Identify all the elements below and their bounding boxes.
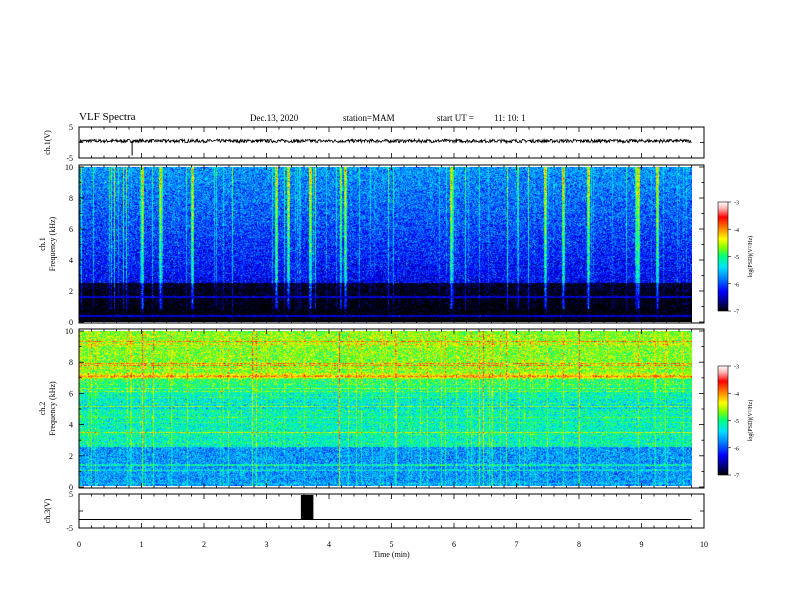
start-ut-value: 11: 10: 1 <box>494 113 526 123</box>
ch1-spectrogram-image <box>79 167 692 322</box>
ch1-colorbar-tick--7: -7 <box>734 310 739 316</box>
ch1-colorbar-tick--5: -5 <box>734 255 739 261</box>
ch3-ytick-bottom: -5 <box>66 524 73 533</box>
station-label: station=MAM <box>343 113 395 123</box>
ch2-colorbar-label: log(PSD)(V²/Hz) <box>747 400 754 441</box>
ch1-colorbar-tick--4: -4 <box>734 228 739 234</box>
ch2-colorbar-tick--5: -5 <box>734 419 739 425</box>
ch2-colorbar <box>717 365 729 476</box>
ch3-pulse <box>300 495 314 520</box>
figure-title: VLF Spectra <box>79 111 136 123</box>
ch2-colorbar-tick--4: -4 <box>734 392 739 398</box>
ch1-colorbar <box>717 201 729 312</box>
ch3-ytick-top: 5 <box>69 490 73 499</box>
ch3-ylabel: ch.3(V) <box>43 498 52 523</box>
x-tick-label-9: 9 <box>640 540 644 549</box>
ch1-spec-ylabel-channel: ch.1 <box>38 237 47 251</box>
ch1-spec-ytick-2: 2 <box>69 287 73 296</box>
x-tick-label-5: 5 <box>390 540 394 549</box>
ch1-ytick-bottom: -5 <box>66 154 73 163</box>
ch1-colorbar-tick--3: -3 <box>734 201 739 207</box>
ch2-spectrogram-image <box>79 331 692 486</box>
x-tick-label-1: 1 <box>140 540 144 549</box>
ch1-waveform-trace <box>79 137 692 145</box>
ch2-spec-ytick-0: 0 <box>69 483 73 492</box>
ch1-spec-ytick-6: 6 <box>69 225 73 234</box>
colorbars-layer <box>717 201 731 476</box>
ch2-spec-ytick-8: 8 <box>69 358 73 367</box>
ch2-colorbar-tick--3: -3 <box>734 365 739 371</box>
date-label: Dec.13, 2020 <box>250 113 299 123</box>
ch1-spec-ytick-4: 4 <box>69 256 73 265</box>
ch1-spec-ylabel-frequency: Frequency (kHz) <box>48 216 57 271</box>
ch2-spec-ytick-10: 10 <box>65 327 73 336</box>
ch1-spec-ytick-8: 8 <box>69 194 73 203</box>
x-tick-label-10: 10 <box>700 540 708 549</box>
x-tick-label-8: 8 <box>577 540 581 549</box>
panel-frame-4 <box>78 493 705 529</box>
ch2-spec-ylabel-frequency: Frequency (kHz) <box>48 381 57 436</box>
ch1-ytick-top: 5 <box>69 123 73 132</box>
x-tick-label-4: 4 <box>327 540 331 549</box>
x-tick-label-7: 7 <box>515 540 519 549</box>
x-tick-label-2: 2 <box>202 540 206 549</box>
ch2-colorbar-tick--7: -7 <box>734 474 739 480</box>
x-tick-label-0: 0 <box>77 540 81 549</box>
x-axis-label: Time (min) <box>373 550 410 559</box>
ch1-colorbar-tick--6: -6 <box>734 282 739 288</box>
ch2-colorbar-tick--6: -6 <box>734 446 739 452</box>
ch2-spec-ytick-6: 6 <box>69 389 73 398</box>
x-tick-label-6: 6 <box>452 540 456 549</box>
traces-layer <box>79 137 692 520</box>
ch2-spec-ytick-2: 2 <box>69 452 73 461</box>
ch1-spec-ytick-0: 0 <box>69 318 73 327</box>
ch1-spec-ytick-10: 10 <box>65 163 73 172</box>
ch2-spec-ylabel-channel: ch.2 <box>38 402 47 416</box>
ch2-spec-ytick-4: 4 <box>69 421 73 430</box>
start-ut-label: start UT = <box>437 113 474 123</box>
axes-layer <box>78 126 705 529</box>
ch1-colorbar-label: log(PSD)(V²/Hz) <box>747 236 754 277</box>
ch1-ylabel: ch.1(V) <box>43 130 52 155</box>
x-tick-label-3: 3 <box>265 540 269 549</box>
